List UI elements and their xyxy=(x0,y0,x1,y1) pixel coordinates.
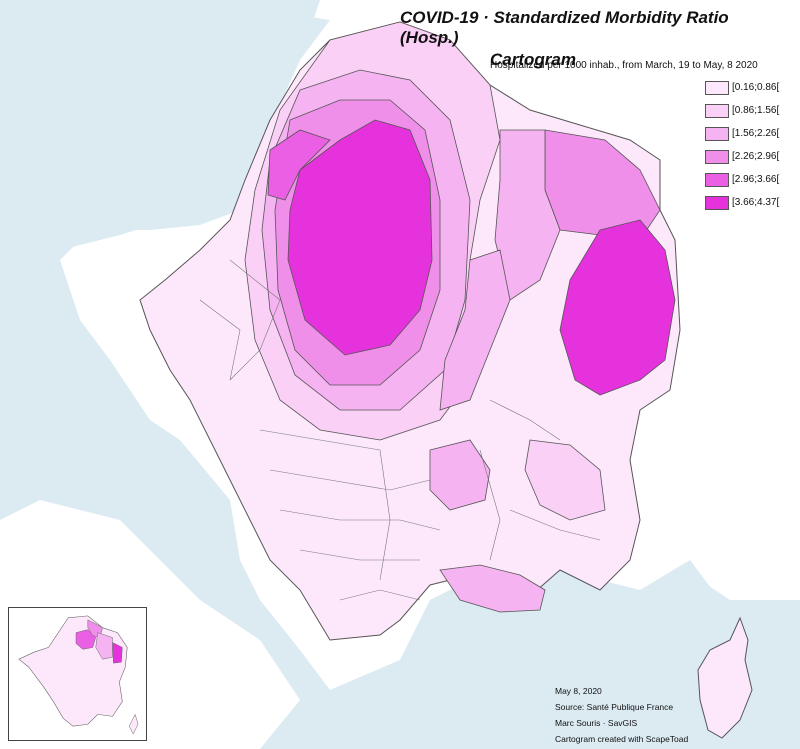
inset-grand-est-zone xyxy=(95,632,113,660)
title-line-1: COVID-19 · Standardized Morbidity Ratio … xyxy=(400,8,729,47)
sea-patch-south xyxy=(300,570,800,749)
map-subtitle: Hospitalized per 1000 inhab., from March… xyxy=(490,60,758,71)
inset-france-map xyxy=(18,615,139,735)
corsica xyxy=(697,616,753,739)
map-title: COVID-19 · Standardized Morbidity Ratio … xyxy=(390,8,790,70)
legend-swatch xyxy=(705,80,729,95)
legend-swatch xyxy=(705,149,729,164)
legend-item: [2.26;2.96[ xyxy=(705,149,779,164)
zone-paris xyxy=(287,119,433,356)
legend-item: [2.96;3.66[ xyxy=(705,172,779,187)
title-line-2: Cartogram xyxy=(490,50,576,69)
department-lines xyxy=(199,259,601,601)
inset-corsica xyxy=(128,713,139,735)
legend-label: [0.86;1.56[ xyxy=(732,105,780,116)
legend-item: [1.56;2.26[ xyxy=(705,126,779,141)
legend-swatch xyxy=(705,172,729,187)
legend-item: [0.16;0.86[ xyxy=(705,80,779,95)
legend-swatch xyxy=(705,103,729,118)
credit-date: May 8, 2020 xyxy=(555,686,602,696)
credits: May 8, 2020 Source: Santé Publique Franc… xyxy=(555,683,688,747)
credit-tool: Cartogram created with ScapeToad xyxy=(555,734,689,744)
legend-swatch xyxy=(705,126,729,141)
legend-item: [3.66;4.37[ xyxy=(705,195,779,210)
zone-east-3 xyxy=(439,249,511,411)
legend-label: [2.26;2.96[ xyxy=(732,151,780,162)
legend-label: [0.16;0.86[ xyxy=(732,82,780,93)
credit-author: Marc Souris · SavGIS xyxy=(555,718,638,728)
legend-label: [3.66;4.37[ xyxy=(732,197,780,208)
zone-rhone xyxy=(524,439,606,521)
legend-item: [0.86;1.56[ xyxy=(705,103,779,118)
sea-patch xyxy=(0,0,320,250)
zone-alsace xyxy=(559,219,676,396)
legend-label: [1.56;2.26[ xyxy=(732,128,780,139)
credit-source: Source: Santé Publique France xyxy=(555,702,674,712)
inset-east-zone xyxy=(112,642,123,664)
zone-paris-west xyxy=(267,129,331,201)
inset-map xyxy=(8,607,147,741)
legend-label: [2.96;3.66[ xyxy=(732,174,780,185)
zone-east-2 xyxy=(494,129,561,301)
zone-south-east xyxy=(439,564,546,613)
inset-paris-zone xyxy=(75,629,97,650)
zone-centre xyxy=(429,439,491,511)
legend: [0.16;0.86[ [0.86;1.56[ [1.56;2.26[ [2.26;2… xyxy=(705,80,779,218)
legend-swatch xyxy=(705,195,729,210)
inset-france xyxy=(18,615,128,727)
